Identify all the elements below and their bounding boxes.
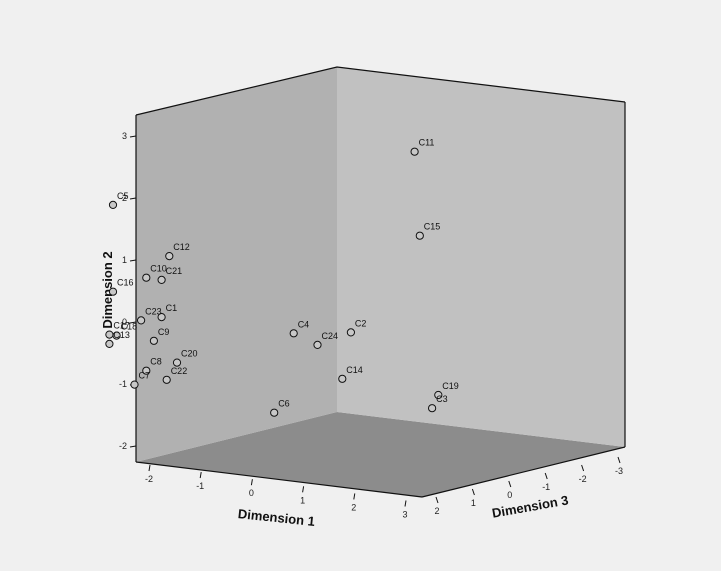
x-tick <box>250 479 253 486</box>
y-tick-label: 2 <box>122 193 127 203</box>
z-tick <box>581 464 585 472</box>
z-tick-label: -2 <box>579 474 587 484</box>
data-point <box>105 330 114 339</box>
y-tick-label: 3 <box>122 131 127 141</box>
z-tick <box>435 496 439 504</box>
z-axis-line <box>421 446 626 498</box>
x-tick <box>148 464 151 472</box>
x-tick-label: 0 <box>249 488 254 498</box>
z-tick <box>508 480 512 488</box>
z-axis-title: Dimension 3 <box>491 492 570 520</box>
point-label: C24 <box>322 331 339 341</box>
data-point <box>157 275 166 284</box>
data-point <box>428 404 437 413</box>
data-point <box>108 200 118 209</box>
data-point <box>415 231 424 240</box>
y-axis-title: Dimension 2 <box>100 251 115 328</box>
point-label: C7 <box>139 371 151 381</box>
data-point <box>270 408 279 417</box>
data-point <box>108 287 118 296</box>
point-label: C20 <box>181 349 198 359</box>
point-label: C9 <box>158 327 170 337</box>
y-tick <box>129 321 137 324</box>
point-label: C3 <box>436 394 448 404</box>
x-axis-line <box>135 461 423 498</box>
right-wall <box>337 67 625 447</box>
point-label: C12 <box>173 242 190 252</box>
data-point <box>112 331 121 340</box>
x-tick <box>353 493 356 500</box>
x-tick-label: -1 <box>196 481 204 491</box>
data-point <box>313 340 322 349</box>
back-wall <box>136 67 337 462</box>
x-tick <box>404 500 407 507</box>
point-label: C14 <box>346 365 363 375</box>
point-label: C22 <box>171 366 188 376</box>
point-label: C18 <box>121 322 138 332</box>
y-tick <box>129 197 137 200</box>
x-tick-label: 3 <box>402 510 407 520</box>
data-point <box>137 316 146 325</box>
data-point <box>142 273 151 282</box>
point-label: C8 <box>150 357 162 367</box>
point-label: C16 <box>117 278 134 288</box>
z-tick <box>617 456 621 464</box>
y-tick <box>129 445 137 448</box>
data-point <box>338 374 347 383</box>
z-tick-label: -1 <box>542 482 550 492</box>
data-point <box>346 328 355 337</box>
y-tick <box>129 135 137 138</box>
box-top-edge <box>135 66 626 116</box>
x-tick <box>302 486 305 493</box>
point-label: C2 <box>355 318 367 328</box>
point-label: C23 <box>145 306 162 316</box>
y-tick-label: 1 <box>122 255 127 265</box>
data-point <box>172 358 182 367</box>
z-tick <box>544 472 548 480</box>
z-tick-label: -3 <box>615 466 623 476</box>
point-label: C19 <box>442 381 459 391</box>
data-point <box>105 339 114 348</box>
data-point <box>289 329 298 338</box>
point-label: C4 <box>298 319 310 329</box>
z-tick <box>471 488 475 496</box>
point-label: C13 <box>113 330 130 340</box>
x-axis-title: Dimension 1 <box>237 506 315 529</box>
data-point <box>410 147 419 156</box>
data-point <box>157 313 166 322</box>
x-tick <box>199 472 202 479</box>
y-tick <box>129 259 137 262</box>
data-point <box>165 252 174 261</box>
z-tick-label: 1 <box>471 498 476 508</box>
x-tick-label: -2 <box>145 474 153 484</box>
x-tick-label: 2 <box>351 502 356 512</box>
point-label: C5 <box>117 191 129 201</box>
y-tick-label: -2 <box>119 441 127 451</box>
point-label: C15 <box>424 222 441 232</box>
data-point <box>130 380 139 389</box>
point-label: C6 <box>278 399 290 409</box>
x-tick-label: 1 <box>300 495 305 505</box>
data-point <box>434 390 443 400</box>
point-label: C17 <box>113 321 130 331</box>
data-point <box>149 336 158 345</box>
data-point <box>142 366 151 375</box>
y-tick-label: -1 <box>119 379 127 389</box>
data-point <box>162 375 171 384</box>
floor-plane <box>136 412 625 497</box>
point-label: C1 <box>166 303 178 313</box>
point-label: C11 <box>419 138 435 148</box>
point-label: C21 <box>166 266 183 276</box>
y-tick-label: 0 <box>122 317 127 327</box>
point-label: C10 <box>150 264 167 274</box>
z-tick-label: 0 <box>507 490 512 500</box>
z-tick-label: 2 <box>434 506 439 516</box>
